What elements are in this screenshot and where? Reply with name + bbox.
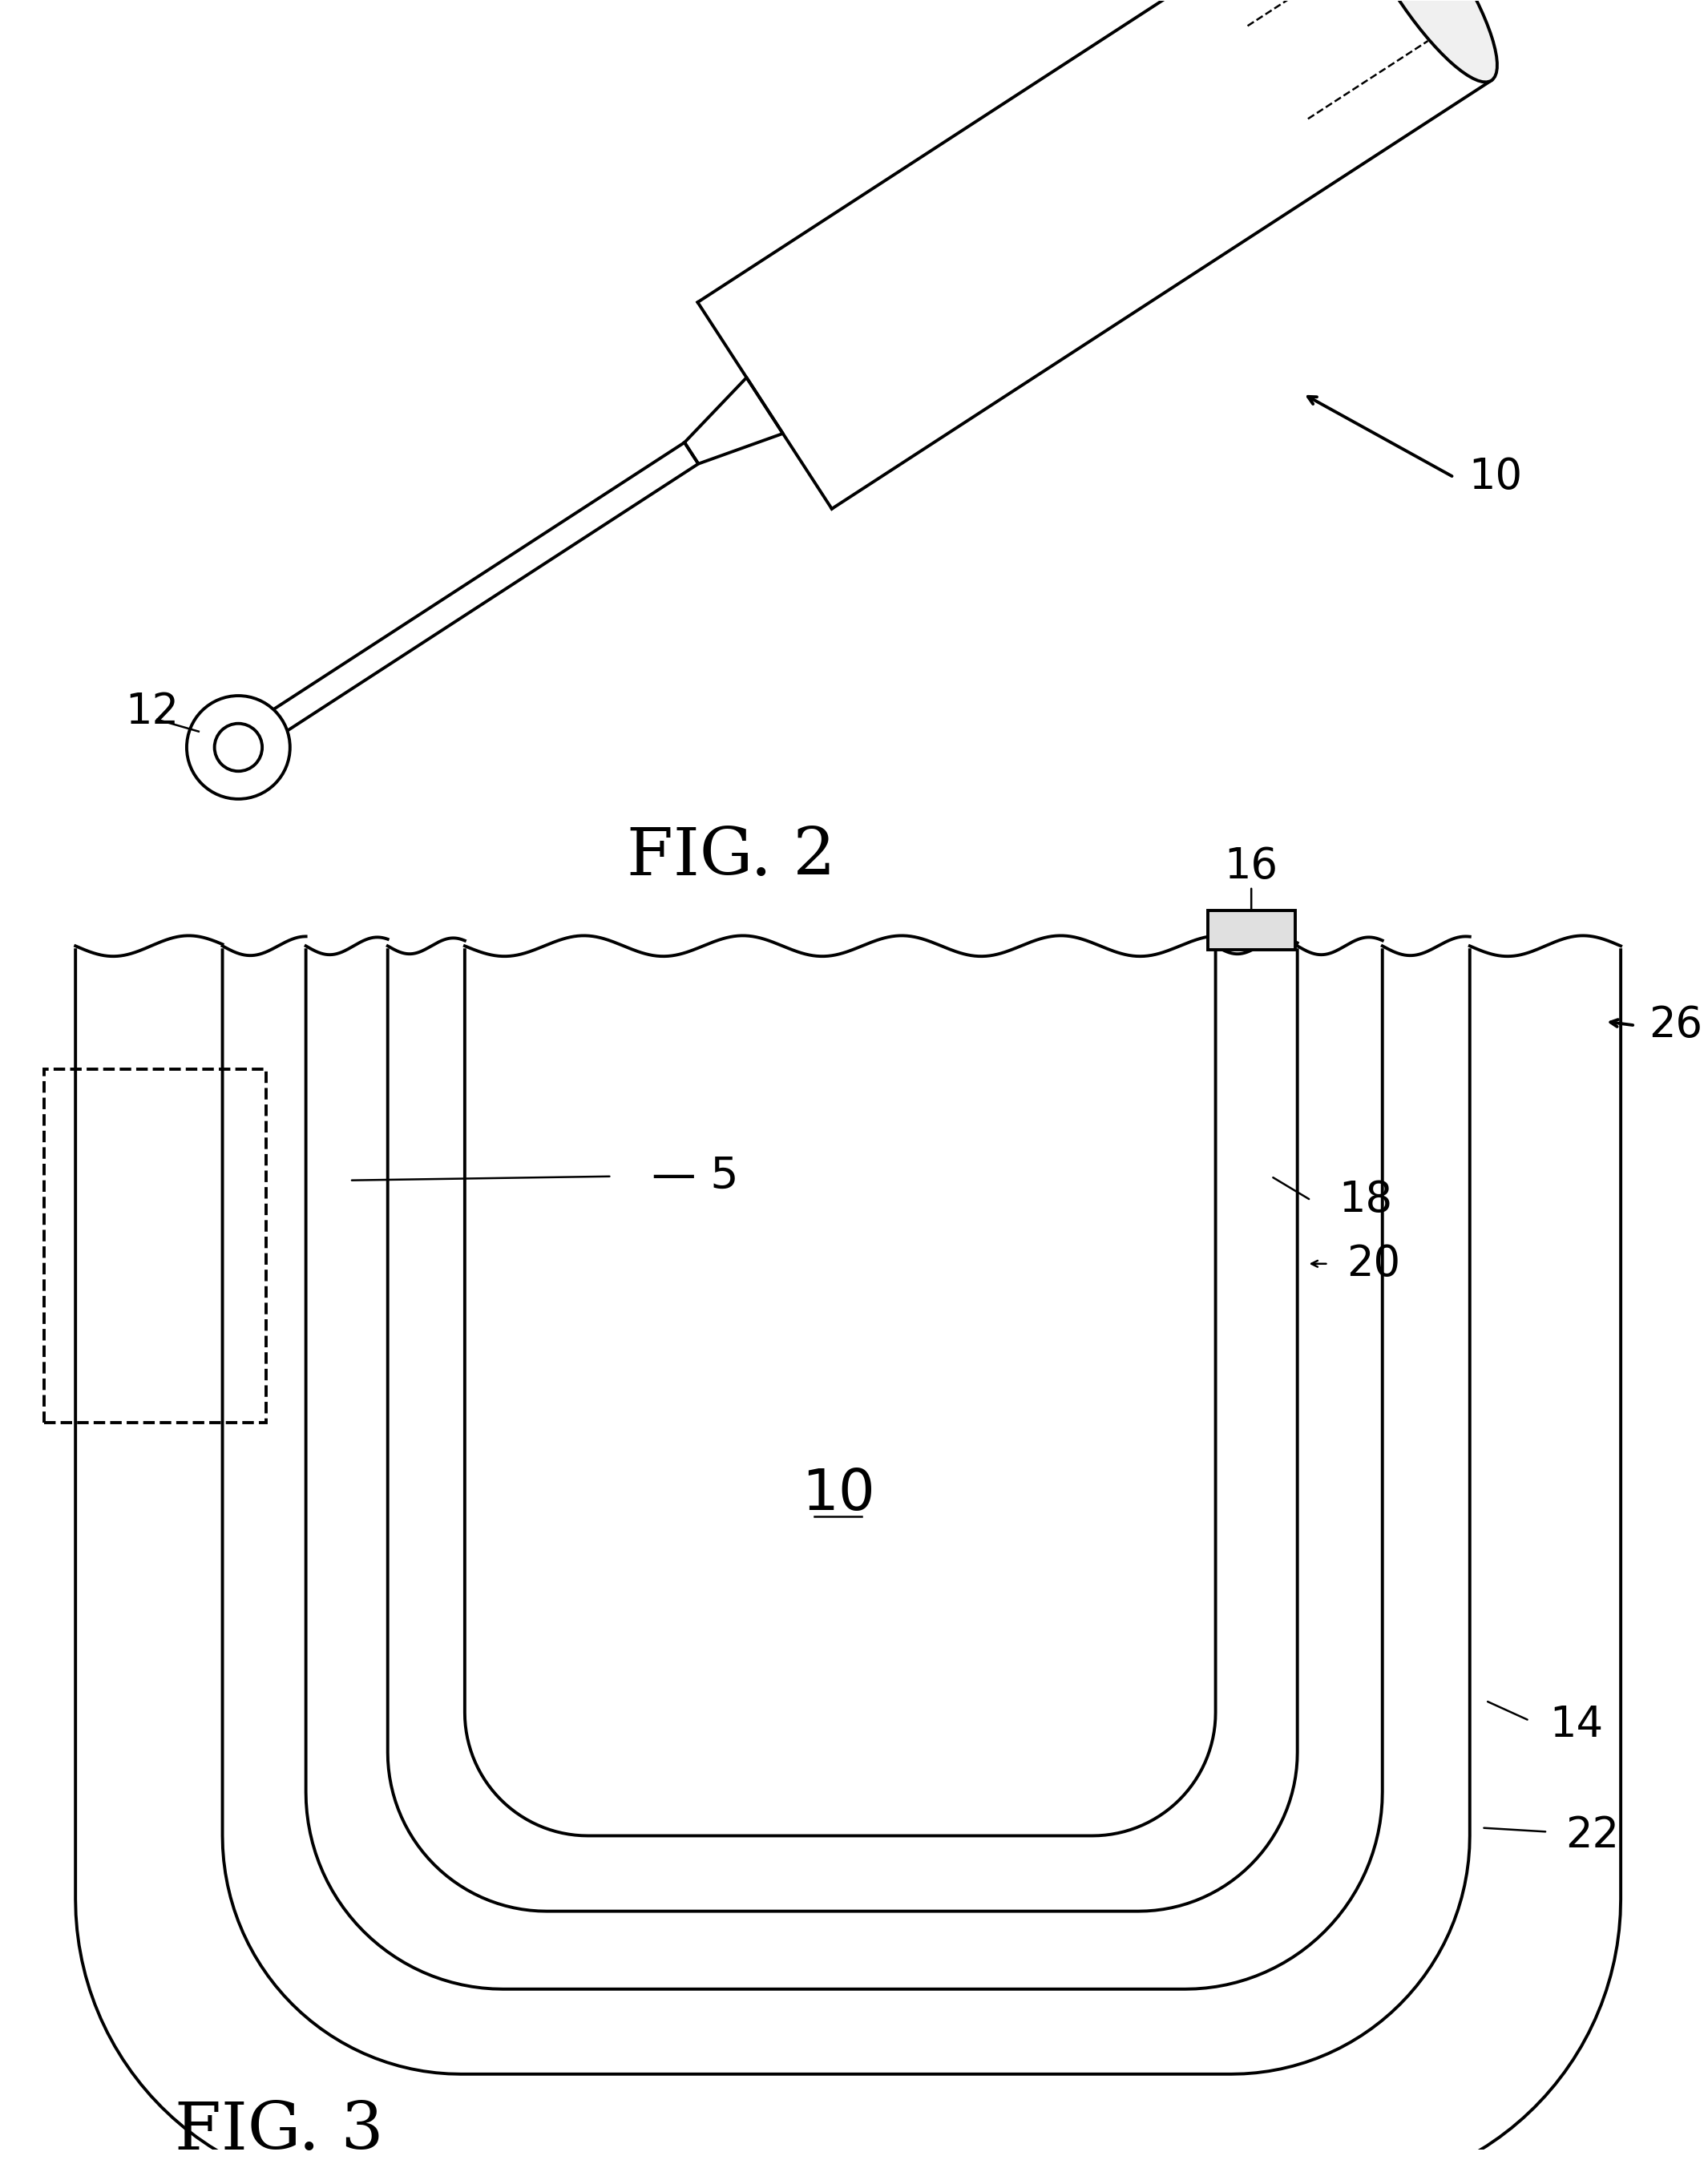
Polygon shape: [306, 950, 1382, 1988]
Text: 10: 10: [801, 1466, 874, 1522]
Ellipse shape: [1351, 0, 1498, 82]
Text: 22: 22: [1565, 1815, 1619, 1856]
Bar: [44, 1069, 266, 1422]
Text: 18: 18: [1339, 1179, 1392, 1221]
Circle shape: [215, 724, 261, 772]
Text: 20: 20: [1346, 1242, 1401, 1286]
Text: 10: 10: [1469, 457, 1522, 499]
Polygon shape: [75, 950, 1621, 2168]
Polygon shape: [222, 950, 1471, 2075]
Text: 26: 26: [1648, 1004, 1703, 1047]
Polygon shape: [685, 377, 782, 464]
Polygon shape: [697, 0, 1491, 509]
Text: 14: 14: [1549, 1704, 1604, 1745]
Circle shape: [186, 696, 290, 800]
Text: — 5: — 5: [651, 1156, 738, 1199]
Polygon shape: [465, 950, 1216, 1836]
Text: FIG. 2: FIG. 2: [627, 826, 835, 889]
Polygon shape: [268, 442, 699, 735]
Text: 12: 12: [125, 692, 179, 733]
Polygon shape: [388, 950, 1298, 1912]
Text: FIG. 3: FIG. 3: [174, 2099, 384, 2164]
Text: 16: 16: [1225, 846, 1278, 887]
Polygon shape: [1208, 911, 1295, 950]
